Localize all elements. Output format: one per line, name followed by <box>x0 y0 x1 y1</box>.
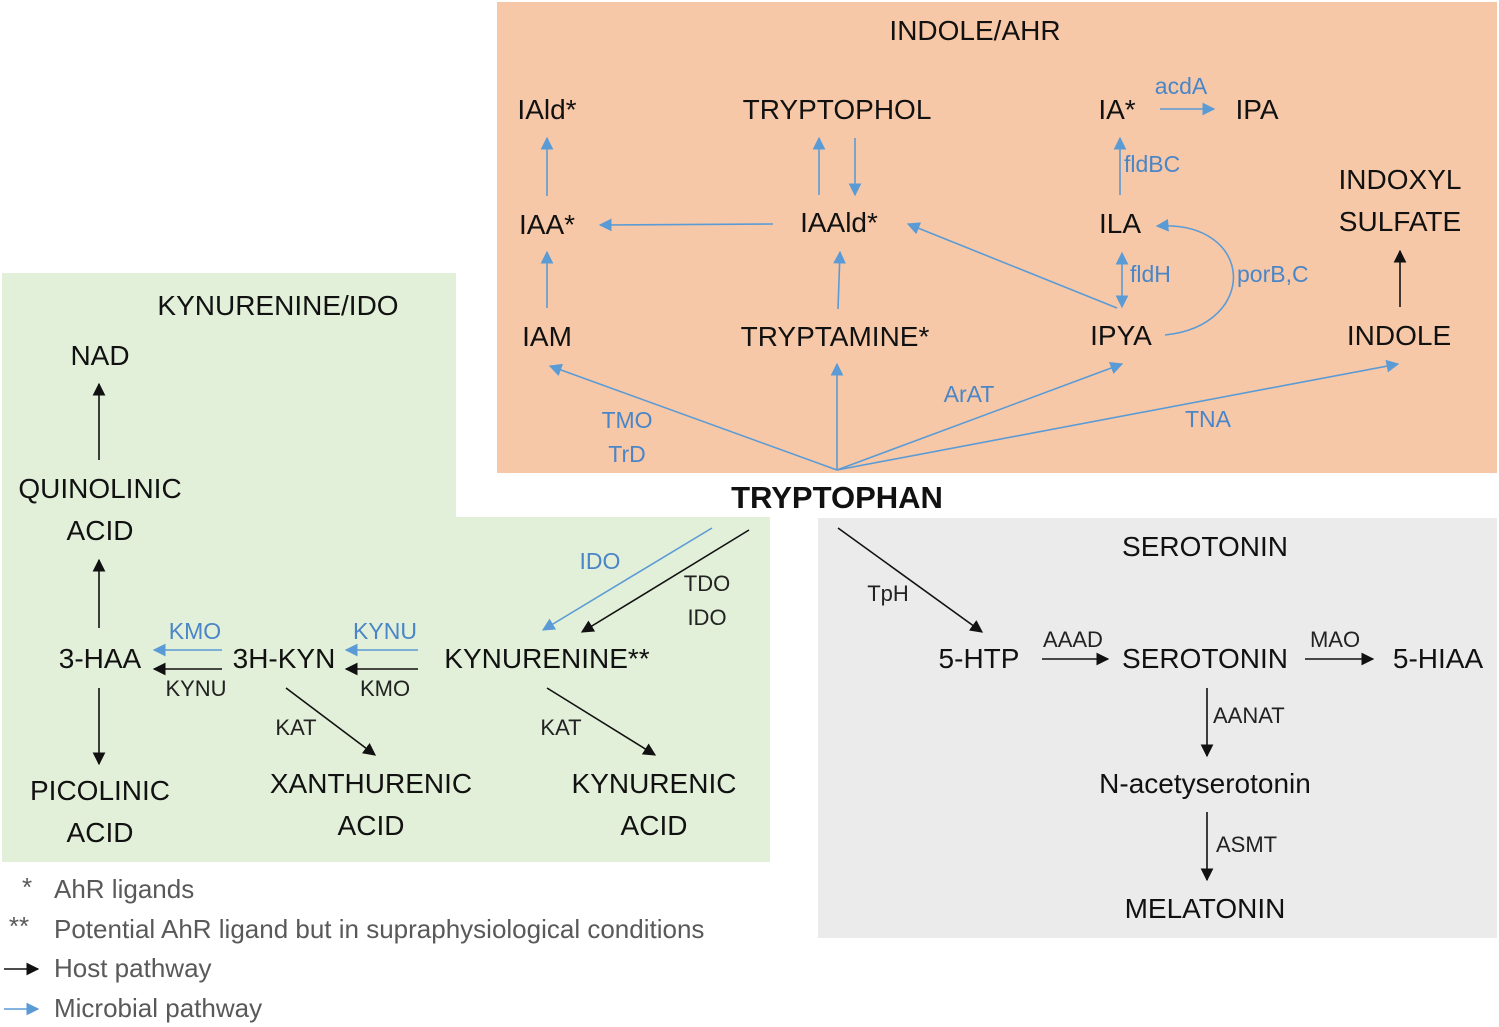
legend-host-text: Host pathway <box>54 953 212 983</box>
arrow-tryptophan-to-ipya <box>836 362 1124 471</box>
enzyme-ido-microbial: IDO <box>580 548 621 574</box>
legend-single-star-text: AhR ligands <box>54 874 194 904</box>
enzyme-kat-kynurenic: KAT <box>540 715 581 740</box>
node-tryptophol: TRYPTOPHOL <box>743 94 932 125</box>
arrow-tryptophan-to-kynurenine-microbial <box>541 527 713 631</box>
arrow-tryptophan-to-kynurenine-host <box>580 529 750 633</box>
indole-panel-title: INDOLE/AHR <box>889 15 1060 46</box>
node-iald: IAld* <box>517 94 576 125</box>
node-indoxyl-sulfate-line1: INDOXYL <box>1339 164 1462 195</box>
node-kynurenic-acid-line2: ACID <box>621 810 688 841</box>
kynurenine-panel-title: KYNURENINE/IDO <box>157 290 398 321</box>
node-kynurenic-acid-line1: KYNURENIC <box>572 768 737 799</box>
arrow-ipya-to-ila-curved <box>1155 218 1235 336</box>
enzyme-mao: MAO <box>1310 627 1360 652</box>
node-5htp: 5-HTP <box>939 643 1020 674</box>
node-picolinic-acid-line1: PICOLINIC <box>30 775 170 806</box>
arrow-kynurenine-to-kynurenic <box>546 687 657 756</box>
node-tryptophan: TRYPTOPHAN <box>731 480 943 515</box>
legend-double-star: ** <box>9 911 29 941</box>
kynurenine-panel <box>2 273 770 862</box>
enzyme-kynu-microbial: KYNU <box>353 618 417 644</box>
node-ia: IA* <box>1098 94 1135 125</box>
enzyme-porbc: porB,C <box>1237 261 1309 287</box>
node-iaald: IAAld* <box>800 207 878 238</box>
enzyme-kat-xanthurenic: KAT <box>275 715 316 740</box>
enzyme-trd: TrD <box>608 441 645 467</box>
node-kynurenine: KYNURENINE** <box>444 643 649 674</box>
arrow-tryptophan-to-5htp <box>837 527 984 633</box>
node-nad: NAD <box>70 340 129 371</box>
legend-single-star: * <box>22 872 32 902</box>
indole-panel <box>497 2 1497 473</box>
enzyme-fldbc: fldBC <box>1124 151 1180 177</box>
legend-microbial-text: Microbial pathway <box>54 993 262 1023</box>
arrow-3hkyn-to-xanthurenic <box>285 687 377 756</box>
enzyme-tph: TpH <box>867 581 909 606</box>
node-iaa: IAA* <box>519 209 575 240</box>
node-tryptamine: TRYPTAMINE* <box>741 321 930 352</box>
node-xanthurenic-acid-line1: XANTHURENIC <box>270 768 472 799</box>
node-indoxyl-sulfate-line2: SULFATE <box>1339 206 1461 237</box>
legend-double-star-text: Potential AhR ligand but in supraphysiol… <box>54 914 704 944</box>
serotonin-panel <box>818 518 1497 938</box>
enzyme-tmo: TMO <box>601 407 652 433</box>
enzyme-tdo: TDO <box>684 571 730 596</box>
node-3haa: 3-HAA <box>59 643 142 674</box>
node-serotonin: SEROTONIN <box>1122 643 1288 674</box>
arrow-ipya-to-iaald <box>906 222 1118 309</box>
arrow-tryptamine-to-iaald <box>833 250 846 310</box>
enzyme-tna: TNA <box>1185 406 1232 432</box>
arrow-iaald-to-iaa <box>598 218 774 232</box>
node-indole: INDOLE <box>1347 320 1451 351</box>
node-3hkyn: 3H-KYN <box>233 643 336 674</box>
node-quinolinic-acid-line1: QUINOLINIC <box>18 473 181 504</box>
node-ila: ILA <box>1099 208 1141 239</box>
enzyme-kmo-microbial: KMO <box>169 618 221 644</box>
node-xanthurenic-acid-line2: ACID <box>338 810 405 841</box>
enzyme-fldh: fldH <box>1130 261 1171 287</box>
enzyme-aanat: AANAT <box>1213 703 1285 728</box>
arrow-tryptophan-to-indole <box>836 359 1400 471</box>
enzyme-acda: acdA <box>1155 73 1208 99</box>
node-quinolinic-acid-line2: ACID <box>67 515 134 546</box>
enzyme-aaad: AAAD <box>1043 627 1103 652</box>
enzyme-kmo-host: KMO <box>360 676 410 701</box>
node-ipya: IPYA <box>1090 320 1152 351</box>
serotonin-panel-title: SEROTONIN <box>1122 531 1288 562</box>
arrow-tryptophan-to-iam <box>548 363 838 471</box>
enzyme-asmt: ASMT <box>1216 832 1277 857</box>
enzyme-kynu-host: KYNU <box>165 676 226 701</box>
node-ipa: IPA <box>1235 94 1278 125</box>
node-picolinic-acid-line2: ACID <box>67 817 134 848</box>
enzyme-ido-host: IDO <box>687 605 726 630</box>
node-melatonin: MELATONIN <box>1125 893 1286 924</box>
node-iam: IAM <box>522 321 572 352</box>
node-n-acetylserotonin: N-acetyserotonin <box>1099 768 1311 799</box>
node-5hiaa: 5-HIAA <box>1393 643 1484 674</box>
enzyme-arat: ArAT <box>944 381 995 407</box>
